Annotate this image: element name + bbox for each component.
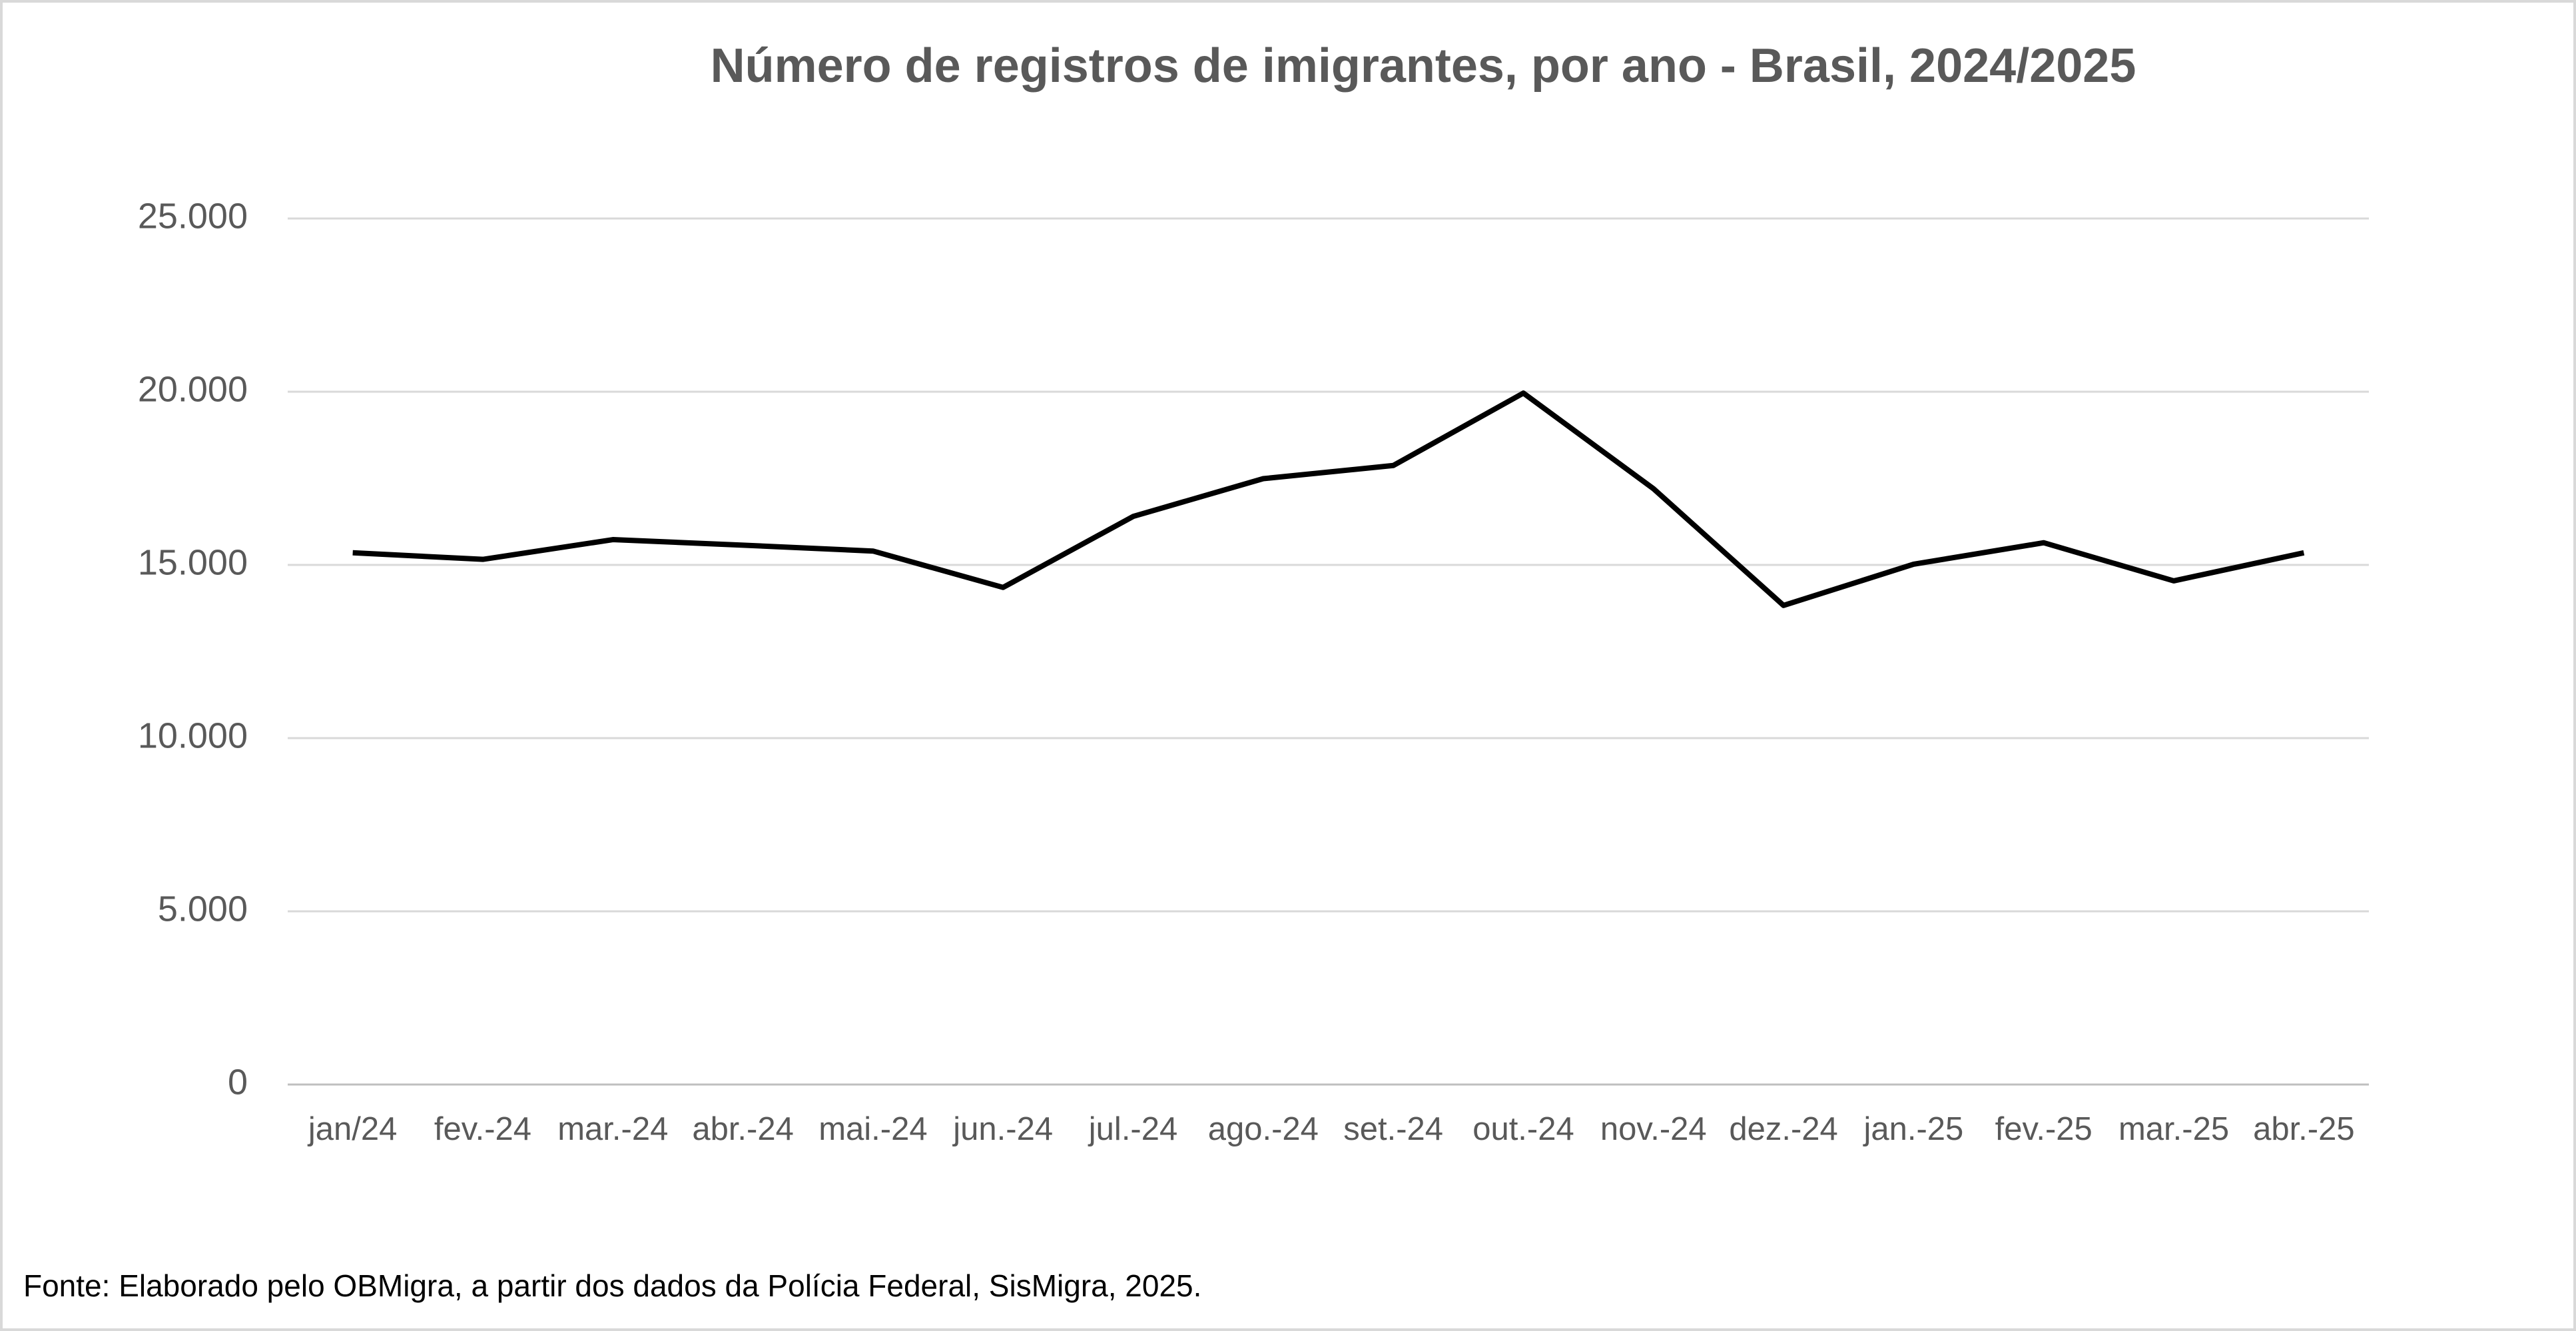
y-tick-label: 25.000 bbox=[138, 196, 248, 236]
x-tick-label: fev.-24 bbox=[434, 1111, 531, 1147]
chart-title: Número de registros de imigrantes, por a… bbox=[711, 39, 2136, 93]
x-tick-label: set.-24 bbox=[1343, 1111, 1443, 1147]
source-note: Fonte: Elaborado pelo OBMigra, a partir … bbox=[23, 1268, 1201, 1303]
x-tick-label: jul.-24 bbox=[1088, 1111, 1177, 1147]
data-line bbox=[352, 390, 2305, 608]
x-tick-label: abr.-24 bbox=[692, 1111, 794, 1147]
x-tick-label: mai.-24 bbox=[818, 1111, 927, 1147]
x-tick-label: jun.-24 bbox=[952, 1111, 1053, 1147]
y-tick-label: 20.000 bbox=[138, 369, 248, 409]
x-tick-label: mar.-24 bbox=[557, 1111, 668, 1147]
x-tick-label: abr.-25 bbox=[2253, 1111, 2355, 1147]
x-tick-label: fev.-25 bbox=[1995, 1111, 2093, 1147]
y-tick-label: 5.000 bbox=[158, 889, 248, 929]
x-tick-label: nov.-24 bbox=[1600, 1111, 1707, 1147]
x-tick-label: dez.-24 bbox=[1729, 1111, 1837, 1147]
x-tick-label: out.-24 bbox=[1472, 1111, 1574, 1147]
y-tick-label: 15.000 bbox=[138, 542, 248, 582]
x-tick-label: jan/24 bbox=[307, 1111, 398, 1147]
y-tick-label: 0 bbox=[228, 1062, 248, 1102]
x-tick-label: jan.-25 bbox=[1862, 1111, 1963, 1147]
x-tick-label: mar.-25 bbox=[2118, 1111, 2229, 1147]
y-tick-label: 10.000 bbox=[138, 715, 248, 755]
x-tick-label: ago.-24 bbox=[1208, 1111, 1319, 1147]
